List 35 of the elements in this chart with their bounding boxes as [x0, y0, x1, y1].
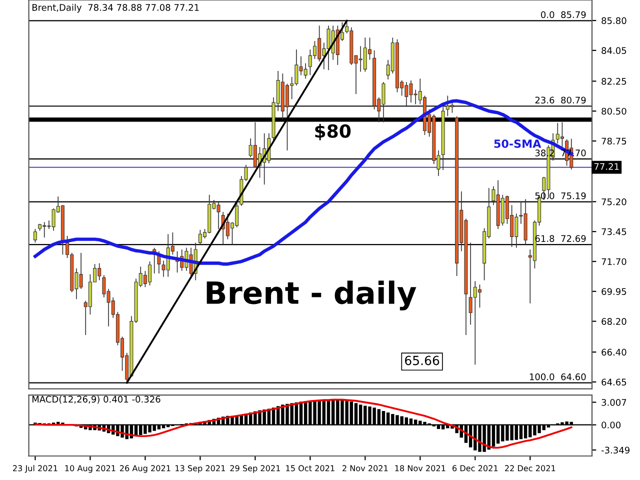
ref-line-label: $80 — [315, 124, 351, 140]
y-tick-label: 84.05 — [602, 47, 626, 54]
y-tick-label: 75.20 — [602, 198, 626, 206]
y-tick-label: 82.25 — [602, 78, 626, 85]
x-tick-label: 10 Aug 2021 — [65, 465, 116, 473]
x-tick-label: 18 Nov 2021 — [395, 465, 446, 472]
ref-line-label: 23.6 80.79 — [535, 96, 586, 104]
x-tick-label: 6 Dec 2021 — [452, 465, 498, 472]
ref-line-label: 0.0 85.79 — [541, 11, 586, 18]
y-tick-label: 64.65 — [602, 378, 626, 386]
chart-title: Brent,Daily 78.34 78.88 77.08 77.21 — [32, 4, 199, 13]
y-tick-label: 78.75 — [602, 138, 626, 145]
chart-title: MACD(12,26,9) 0.401 -0.326 — [32, 396, 160, 404]
x-tick-label: 26 Aug 2021 — [120, 465, 170, 473]
y-tick-label: 71.70 — [602, 258, 626, 266]
series-label: 50-SMA — [494, 139, 542, 148]
annotation: 65.66 — [405, 356, 440, 366]
x-tick-label: 13 Sep 2021 — [176, 465, 225, 473]
annotation: Brent - daily — [206, 280, 416, 310]
y-tick-label: 68.20 — [602, 318, 626, 325]
y-tick-label: 3.007 — [602, 399, 626, 406]
y-tick-label: 73.45 — [602, 228, 626, 236]
ref-line-label: 77.21 — [594, 163, 619, 170]
y-tick-label: 80.50 — [602, 108, 626, 115]
y-tick-label: 69.95 — [602, 288, 626, 295]
y-tick-label: 0.00 — [602, 422, 621, 428]
y-tick-label: 85.80 — [602, 17, 626, 24]
x-tick-label: 15 Oct 2021 — [286, 465, 334, 472]
y-tick-label: -3.349 — [601, 446, 630, 454]
y-tick-label: 66.40 — [602, 348, 626, 356]
x-tick-label: 29 Sep 2021 — [230, 465, 280, 473]
ref-line-label: 100.0 64.60 — [530, 373, 586, 380]
x-tick-label: 22 Dec 2021 — [504, 465, 556, 472]
x-tick-label: 23 Jul 2021 — [13, 465, 58, 473]
x-tick-label: 2 Nov 2021 — [342, 465, 388, 472]
